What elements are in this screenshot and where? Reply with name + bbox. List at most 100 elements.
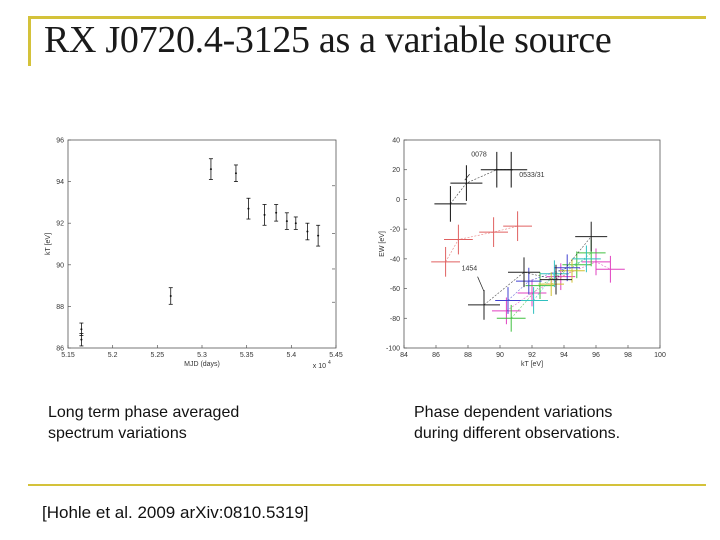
x-multiplier-label: x 10 [313,363,326,370]
data-point [316,224,321,247]
error-cross [434,186,467,222]
y-axis-label: EW [eV] [379,231,386,257]
y-tick-label: 40 [392,138,400,145]
error-cross [495,151,528,188]
error-cross [468,290,500,320]
data-point [305,222,310,241]
error-cross [538,272,564,296]
x-multiplier-exponent: 4 [328,360,331,366]
title-accent-stem [28,16,31,66]
error-cross [492,297,521,325]
point-marker [263,213,266,216]
x-tick-label: 5.3 [197,352,207,359]
annotation-arrow [464,173,470,181]
point-marker [234,172,237,175]
data-point [284,212,289,230]
data-point [293,216,298,230]
data-point [246,197,251,220]
right-caption-line2: during different observations. [414,425,621,442]
y-tick-label: -100 [386,346,400,353]
x-axis-label: MJD (days) [184,361,220,368]
slide-title: RX J0720.4-3125 as a variable source [44,19,612,61]
error-cross [496,304,526,332]
point-marker [169,295,172,297]
annotation-0078: 0078 [471,151,487,158]
point-marker [285,220,288,223]
y-tick-label: 96 [56,138,64,145]
left-caption-line1: Long term phase averaged [48,404,240,421]
x-tick-label: 84 [400,352,408,359]
y-tick-label: -40 [390,256,400,263]
y-tick-label: -80 [390,316,400,323]
point-marker [317,234,320,237]
data-point [274,204,279,222]
x-tick-label: 5.25 [151,352,165,359]
series-connector [533,258,587,301]
annotation-arrow [477,276,485,292]
y-tick-label: 20 [392,167,400,174]
series-connector [551,270,573,285]
point-marker [306,230,309,233]
y-tick-label: 0 [396,197,400,204]
error-cross [495,287,521,314]
error-cross [479,217,508,247]
error-cross [450,165,483,201]
error-cross [540,260,569,288]
plot-frame [403,139,661,349]
data-point [233,164,238,182]
citation: [Hohle et al. 2009 arXiv:0810.5319] [42,503,309,522]
x-tick-label: 5.2 [108,352,118,359]
plot-frame [67,139,337,349]
error-cross [572,245,601,273]
y-tick-label: -20 [390,227,400,234]
error-cross [525,272,555,299]
y-tick-label: 86 [56,346,64,353]
error-cross [444,224,473,255]
x-tick-label: 100 [654,352,666,359]
point-marker [209,168,212,171]
series-1454 [468,221,608,320]
error-cross [540,264,572,295]
right-figure: 84 86 88 90 92 94 96 98 100 40 20 0 -20 -40 -60 -80 -100… [368,130,674,380]
x-tick-label: 88 [464,352,472,359]
series-connector [483,236,592,306]
error-cross [519,287,548,314]
error-cross [508,257,540,288]
left-figure: 5.15 5.2 5.25 5.3 5.35 5.4 5.45 96 94 92 90 88 86 MJD… [30,128,350,380]
y-tick-label: 92 [56,221,64,228]
annotation-0533-31: 0533/31 [519,172,544,179]
point-marker [247,207,250,210]
series-0078 [434,151,528,222]
left-caption-line2: spectrum variations [48,425,187,442]
x-tick-label: 92 [528,352,536,359]
x-tick-label: 94 [560,352,568,359]
x-tick-label: 5.35 [240,352,254,359]
error-cross [517,279,547,307]
y-tick-label: 94 [56,179,64,186]
data-point [262,204,267,226]
series-0533-31 [431,211,532,277]
annotation-1454: 1454 [462,266,478,273]
x-axis-label: kT [eV] [521,361,543,368]
point-marker [80,338,83,341]
x-tick-label: 90 [496,352,504,359]
data-point [208,158,213,180]
error-cross [503,211,532,242]
x-tick-label: 5.15 [61,352,75,359]
x-tick-label: 98 [624,352,632,359]
data-point [79,322,84,336]
error-cross [596,255,625,283]
EW-vs-kT-chart: 84 86 88 90 92 94 96 98 100 40 20 0 -20 -40 -60 -80 -100… [379,138,666,369]
y-tick-label: 88 [56,304,64,311]
left-caption: Long term phase averaged spectrum variat… [48,402,239,444]
footer-accent-rule [28,484,706,486]
right-caption-line1: Phase dependent variations [414,404,613,421]
point-marker [80,328,83,331]
y-tick-label: -60 [390,286,400,293]
kT-vs-MJD-chart: 5.15 5.2 5.25 5.3 5.35 5.4 5.45 96 94 92 90 88 86 MJD… [45,138,343,371]
title-accent-bar [28,16,706,19]
data-point [168,287,173,305]
right-caption: Phase dependent variations during differ… [414,402,620,444]
x-tick-label: 5.45 [329,352,343,359]
x-tick-label: 86 [432,352,440,359]
